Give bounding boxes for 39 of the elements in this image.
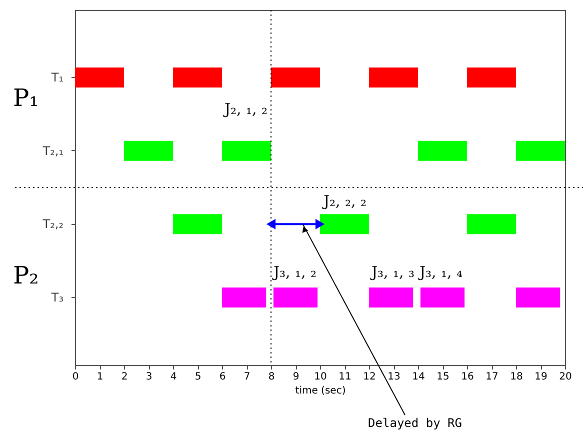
- x-tick-label: 2: [121, 372, 128, 382]
- x-tick-label: 12: [363, 372, 376, 382]
- x-tick-label: 0: [72, 372, 79, 382]
- x-tick-label: 6: [219, 372, 226, 382]
- x-tick-label: 19: [534, 372, 548, 382]
- annotation: J₂, ₂, ₂: [321, 192, 367, 210]
- x-tick-label: 14: [412, 372, 425, 382]
- text: P₁: [13, 84, 39, 112]
- x-tick-label: 8: [268, 372, 275, 382]
- text: Delayed by RG: [368, 416, 462, 430]
- x-tick-label: 17: [486, 372, 498, 382]
- x-tick-label: 11: [338, 372, 352, 382]
- y-tick-label: T₂,₂: [42, 217, 64, 232]
- x-tick-label: 16: [461, 372, 474, 382]
- annotation: J₃, ₁, ₃: [369, 263, 415, 281]
- bar: [418, 140, 467, 161]
- x-tick-label: 15: [436, 372, 450, 382]
- x-axis-title: time (sec): [295, 386, 346, 396]
- x-tick-label: 13: [388, 372, 400, 382]
- y-tick-label: T₁: [50, 70, 64, 84]
- annotation: J₂, ₁, ₂: [222, 100, 268, 118]
- annotation: J₃, ₁, ₂: [271, 263, 317, 281]
- x-tick-label: 10: [314, 372, 327, 382]
- x-tick-label: 3: [146, 372, 152, 382]
- x-tick-label: 18: [510, 372, 523, 382]
- text: P₂: [13, 261, 39, 290]
- x-tick-label: 20: [559, 372, 572, 382]
- bar: [173, 214, 222, 234]
- y-tick-label: T₃: [50, 290, 64, 305]
- bar: [467, 214, 516, 234]
- bar: [222, 140, 271, 161]
- x-tick-label: 1: [96, 372, 104, 382]
- x-tick-label: 9: [292, 372, 300, 382]
- x-tick-label: 4: [170, 372, 177, 382]
- annotation: J₃, ₁, ₄: [417, 263, 463, 281]
- x-tick-label: 5: [194, 372, 202, 382]
- bar: [124, 140, 173, 161]
- x-tick-label: 7: [244, 372, 250, 382]
- y-tick-label: T₂,₁: [42, 144, 64, 158]
